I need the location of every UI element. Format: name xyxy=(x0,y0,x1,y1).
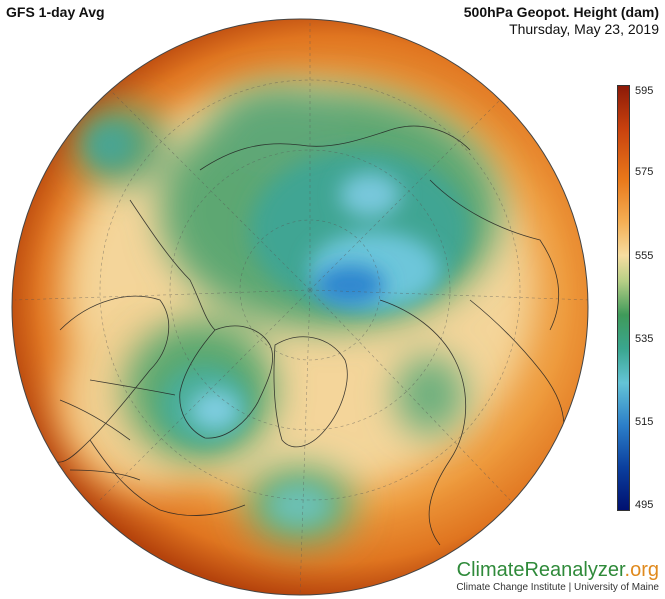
brand-block: ClimateReanalyzer.org Climate Change Ins… xyxy=(456,559,659,593)
brand-subtitle: Climate Change Institute | University of… xyxy=(456,582,659,593)
map-title: GFS 1-day Avg xyxy=(6,4,105,20)
variable-title: 500hPa Geopot. Height (dam) xyxy=(463,4,659,20)
colorbar-tick-555: 555 xyxy=(635,250,654,262)
variable-header: 500hPa Geopot. Height (dam) Thursday, Ma… xyxy=(464,4,659,37)
map-date: Thursday, May 23, 2019 xyxy=(509,21,659,37)
colorbar xyxy=(617,85,630,511)
brand-logo[interactable]: ClimateReanalyzer.org xyxy=(456,559,659,581)
logo-part-org: .org xyxy=(624,559,659,581)
colorbar-tick-575: 575 xyxy=(635,166,654,178)
logo-part-reanalyzer: Reanalyzer xyxy=(524,559,625,581)
logo-part-climate: Climate xyxy=(456,559,525,581)
colorbar-tick-535: 535 xyxy=(635,333,654,345)
colorbar-tick-495: 495 xyxy=(635,499,654,511)
graticule xyxy=(14,19,588,595)
colorbar-tick-595: 595 xyxy=(635,85,654,97)
map-disc-outline xyxy=(11,18,589,596)
colorbar-tick-515: 515 xyxy=(635,416,654,428)
